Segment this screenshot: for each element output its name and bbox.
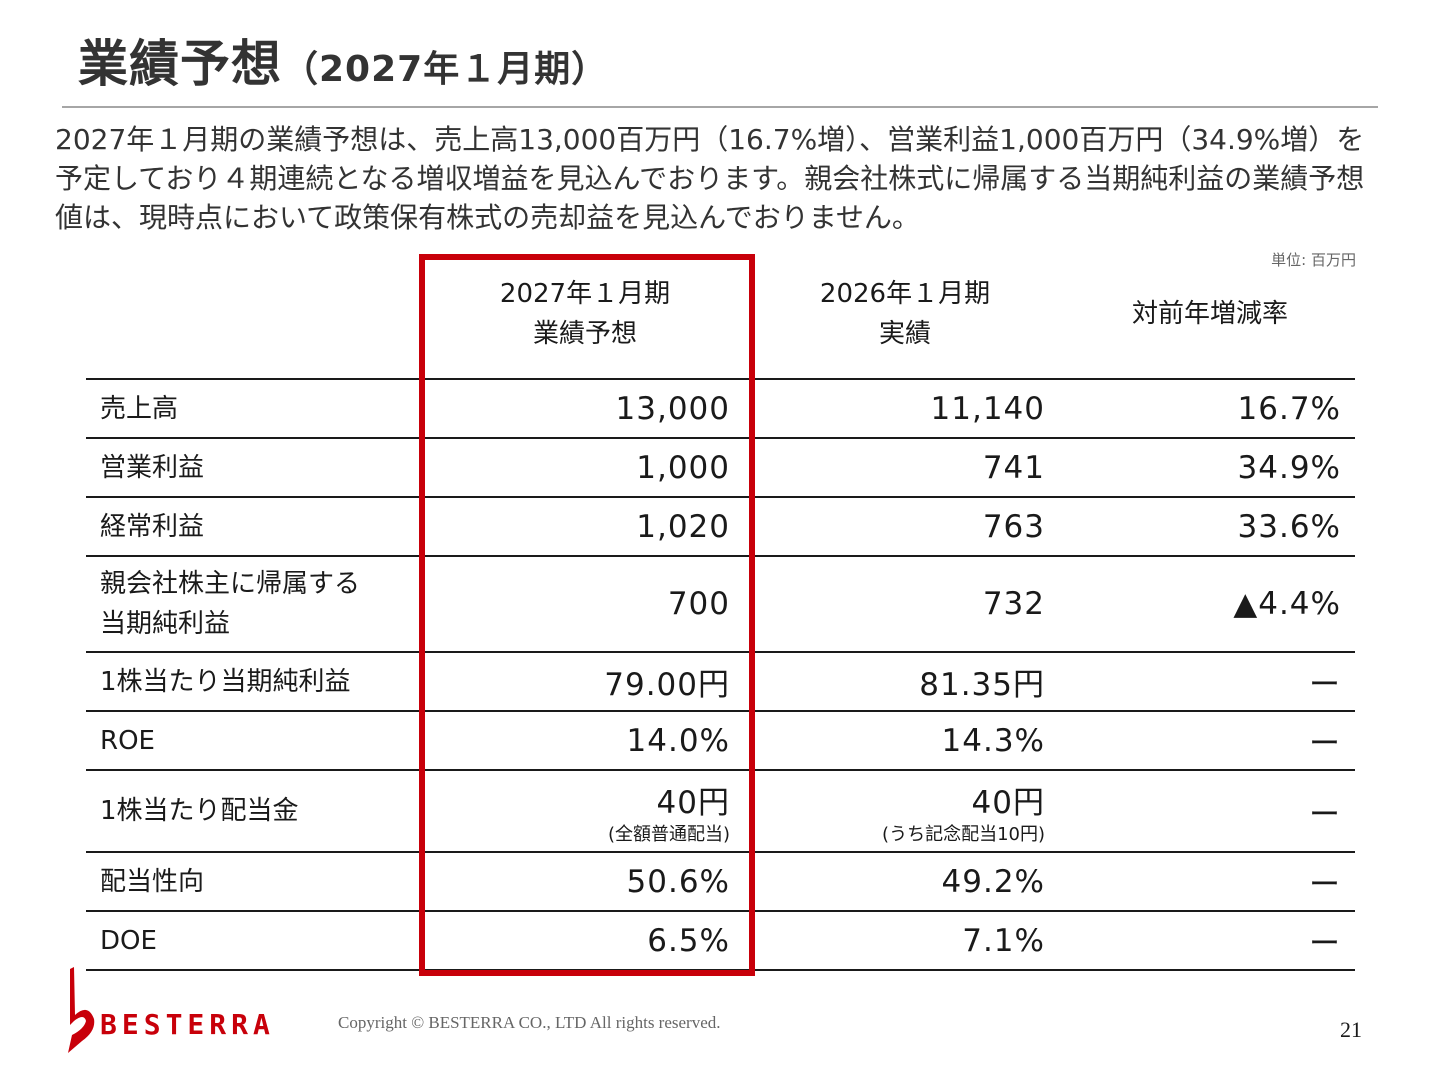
- row-label: 売上高: [86, 378, 422, 439]
- table-row-operating-profit: 営業利益 1,000 741 34.9%: [86, 438, 1355, 498]
- title-period: （2027年１月期）: [282, 49, 609, 90]
- row-label: ROE: [86, 711, 422, 771]
- summary-text: 2027年１月期の業績予想は、売上高13,000百万円（16.7%増）、営業利益…: [55, 123, 1365, 234]
- actual-value: 14.3%: [742, 711, 1057, 771]
- logo-mark-icon: [68, 967, 95, 1053]
- change-value: 16.7%: [1057, 378, 1355, 439]
- actual-value: 7.1%: [742, 911, 1057, 971]
- table-row-payout-ratio: 配当性向 50.6% 49.2% ー: [86, 852, 1355, 912]
- actual-value: 741: [742, 438, 1057, 498]
- change-value: ▲4.4%: [1057, 556, 1355, 653]
- table-row-sales: 売上高 13,000 11,140 16.7%: [86, 378, 1355, 439]
- change-value: ー: [1057, 852, 1355, 912]
- actual-value: 40円 (うち記念配当10円): [742, 770, 1057, 853]
- forecast-value: 14.0%: [422, 711, 742, 771]
- forecast-value: 700: [422, 556, 742, 653]
- column-header-actual: 2026年１月期 実績: [750, 274, 1060, 354]
- actual-value: 11,140: [742, 378, 1057, 439]
- company-logo: BESTERRA: [64, 965, 324, 1057]
- table-row-dividend: 1株当たり配当金 40円 (全額普通配当) 40円 (うち記念配当10円) ー: [86, 770, 1355, 853]
- actual-value: 763: [742, 497, 1057, 557]
- change-value: ー: [1057, 770, 1355, 853]
- row-label: 経常利益: [86, 497, 422, 557]
- actual-value: 49.2%: [742, 852, 1057, 912]
- column-header-forecast-line2: 業績予想: [532, 319, 637, 349]
- forecast-table: 売上高 13,000 11,140 16.7% 営業利益 1,000 741 3…: [86, 378, 1355, 971]
- row-label: 配当性向: [86, 852, 422, 912]
- column-header-actual-line2: 実績: [878, 319, 931, 349]
- row-label: 営業利益: [86, 438, 422, 498]
- row-label: 1株当たり当期純利益: [86, 652, 422, 712]
- column-header-change-line1: 対前年増減率: [1131, 299, 1288, 329]
- column-header-actual-line1: 2026年１月期: [819, 279, 991, 309]
- column-header-forecast-line1: 2027年１月期: [499, 279, 671, 309]
- page-title: 業績予想（2027年１月期）: [78, 24, 608, 96]
- row-label: 親会社株主に帰属する 当期純利益: [86, 556, 422, 653]
- change-value: 33.6%: [1057, 497, 1355, 557]
- column-header-change: 対前年増減率: [1060, 294, 1360, 334]
- title-divider: [62, 106, 1378, 108]
- forecast-value: 13,000: [422, 378, 742, 439]
- copyright-text: Copyright © BESTERRA CO., LTD All rights…: [338, 1013, 721, 1032]
- row-label: DOE: [86, 911, 422, 971]
- title-main: 業績予想: [78, 35, 282, 93]
- table-row-net-income: 親会社株主に帰属する 当期純利益 700 732 ▲4.4%: [86, 556, 1355, 653]
- row-label: 1株当たり配当金: [86, 770, 422, 853]
- forecast-value: 1,000: [422, 438, 742, 498]
- actual-note: (うち記念配当10円): [882, 823, 1045, 845]
- table-row-doe: DOE 6.5% 7.1% ー: [86, 911, 1355, 971]
- page-number: 21: [1340, 1017, 1362, 1042]
- change-value: ー: [1057, 911, 1355, 971]
- forecast-note: (全額普通配当): [607, 823, 730, 845]
- forecast-value: 50.6%: [422, 852, 742, 912]
- forecast-value: 1,020: [422, 497, 742, 557]
- change-value: ー: [1057, 711, 1355, 771]
- change-value: ー: [1057, 652, 1355, 712]
- table-row-ordinary-profit: 経常利益 1,020 763 33.6%: [86, 497, 1355, 557]
- change-value: 34.9%: [1057, 438, 1355, 498]
- forecast-value: 40円 (全額普通配当): [422, 770, 742, 853]
- unit-note: 単位: 百万円: [1271, 251, 1356, 269]
- column-header-forecast: 2027年１月期 業績予想: [430, 274, 740, 354]
- forecast-value: 79.00円: [422, 652, 742, 712]
- table-row-eps: 1株当たり当期純利益 79.00円 81.35円 ー: [86, 652, 1355, 712]
- forecast-value: 6.5%: [422, 911, 742, 971]
- table-row-roe: ROE 14.0% 14.3% ー: [86, 711, 1355, 771]
- actual-value: 81.35円: [742, 652, 1057, 712]
- logo-wordmark: BESTERRA: [100, 1008, 275, 1041]
- actual-value: 732: [742, 556, 1057, 653]
